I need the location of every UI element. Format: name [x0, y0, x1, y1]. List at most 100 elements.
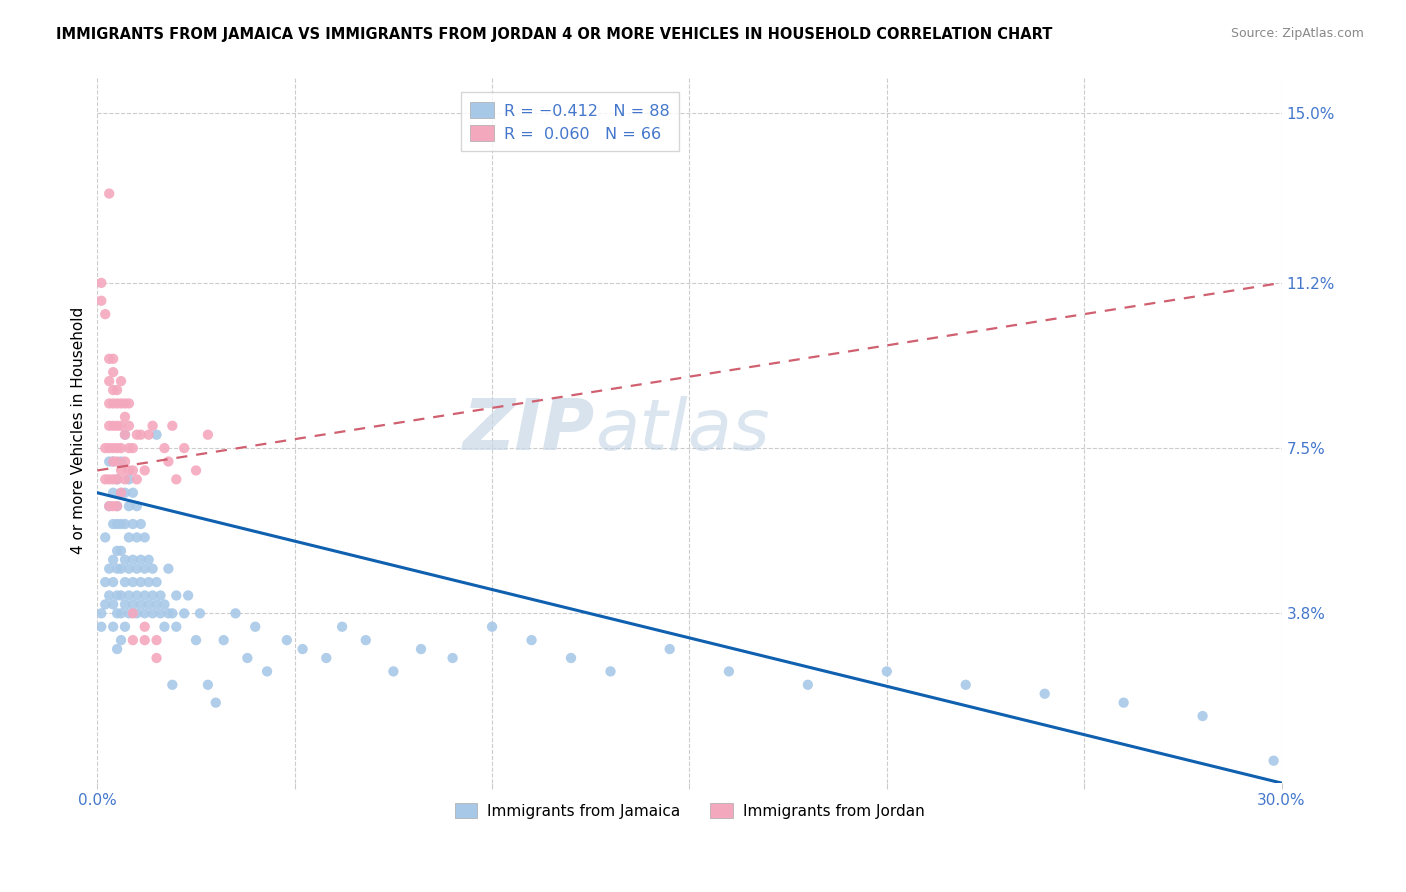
- Y-axis label: 4 or more Vehicles in Household: 4 or more Vehicles in Household: [72, 307, 86, 554]
- Point: [118, 463, 141, 477]
- Point: [256, 665, 278, 679]
- Point: [162, 607, 184, 621]
- Point: [98, 499, 121, 513]
- Point: [125, 589, 148, 603]
- Point: [354, 633, 377, 648]
- Point: [98, 351, 121, 366]
- Point: [184, 463, 207, 477]
- Point: [122, 485, 145, 500]
- Point: [1112, 696, 1135, 710]
- Point: [145, 598, 167, 612]
- Point: [441, 651, 464, 665]
- Point: [105, 472, 128, 486]
- Point: [173, 441, 195, 455]
- Point: [224, 607, 246, 621]
- Point: [101, 454, 124, 468]
- Point: [114, 427, 136, 442]
- Point: [173, 607, 195, 621]
- Point: [122, 516, 145, 531]
- Point: [149, 607, 172, 621]
- Point: [142, 418, 165, 433]
- Point: [110, 589, 132, 603]
- Point: [101, 418, 124, 433]
- Point: [110, 485, 132, 500]
- Point: [165, 589, 187, 603]
- Point: [125, 530, 148, 544]
- Point: [122, 633, 145, 648]
- Point: [129, 598, 152, 612]
- Point: [129, 553, 152, 567]
- Point: [94, 575, 117, 590]
- Point: [98, 562, 121, 576]
- Point: [90, 620, 112, 634]
- Point: [94, 530, 117, 544]
- Point: [114, 553, 136, 567]
- Point: [118, 472, 141, 486]
- Point: [125, 562, 148, 576]
- Point: [118, 530, 141, 544]
- Point: [105, 396, 128, 410]
- Point: [122, 553, 145, 567]
- Point: [125, 499, 148, 513]
- Point: [955, 678, 977, 692]
- Point: [114, 620, 136, 634]
- Point: [114, 396, 136, 410]
- Point: [145, 633, 167, 648]
- Point: [134, 562, 156, 576]
- Point: [105, 472, 128, 486]
- Point: [110, 544, 132, 558]
- Point: [129, 427, 152, 442]
- Point: [98, 374, 121, 388]
- Point: [105, 642, 128, 657]
- Point: [138, 598, 160, 612]
- Point: [105, 516, 128, 531]
- Point: [125, 472, 148, 486]
- Point: [114, 454, 136, 468]
- Text: Source: ZipAtlas.com: Source: ZipAtlas.com: [1230, 27, 1364, 40]
- Point: [110, 463, 132, 477]
- Point: [142, 562, 165, 576]
- Text: IMMIGRANTS FROM JAMAICA VS IMMIGRANTS FROM JORDAN 4 OR MORE VEHICLES IN HOUSEHOL: IMMIGRANTS FROM JAMAICA VS IMMIGRANTS FR…: [56, 27, 1053, 42]
- Point: [114, 485, 136, 500]
- Point: [134, 589, 156, 603]
- Point: [94, 598, 117, 612]
- Point: [1191, 709, 1213, 723]
- Point: [110, 374, 132, 388]
- Point: [110, 441, 132, 455]
- Point: [110, 516, 132, 531]
- Point: [142, 607, 165, 621]
- Point: [118, 499, 141, 513]
- Point: [122, 607, 145, 621]
- Point: [98, 418, 121, 433]
- Point: [114, 575, 136, 590]
- Point: [382, 665, 405, 679]
- Point: [101, 620, 124, 634]
- Point: [153, 441, 176, 455]
- Point: [101, 441, 124, 455]
- Point: [94, 441, 117, 455]
- Point: [153, 620, 176, 634]
- Point: [129, 575, 152, 590]
- Point: [101, 598, 124, 612]
- Point: [157, 562, 180, 576]
- Point: [122, 598, 145, 612]
- Point: [177, 589, 200, 603]
- Point: [134, 463, 156, 477]
- Point: [134, 530, 156, 544]
- Point: [118, 418, 141, 433]
- Point: [110, 633, 132, 648]
- Point: [276, 633, 298, 648]
- Text: ZIP: ZIP: [463, 396, 595, 465]
- Point: [118, 441, 141, 455]
- Point: [98, 454, 121, 468]
- Point: [101, 516, 124, 531]
- Point: [118, 589, 141, 603]
- Point: [330, 620, 353, 634]
- Point: [125, 607, 148, 621]
- Point: [110, 485, 132, 500]
- Point: [1033, 687, 1056, 701]
- Point: [145, 575, 167, 590]
- Point: [291, 642, 314, 657]
- Point: [98, 396, 121, 410]
- Point: [101, 499, 124, 513]
